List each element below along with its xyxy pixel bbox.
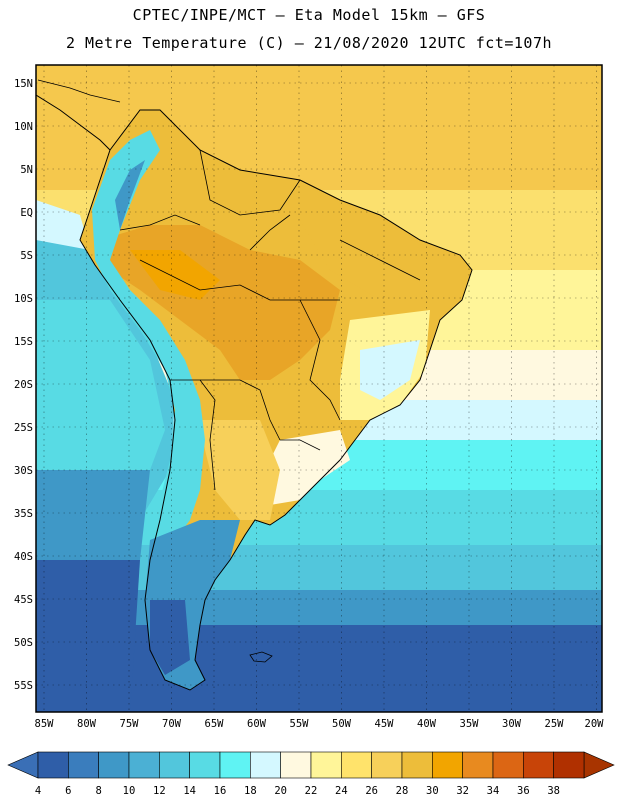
pacific-cold-region <box>36 470 150 560</box>
colorbar-swatch <box>189 751 221 779</box>
graticule <box>36 65 602 712</box>
country-borders <box>119 149 421 491</box>
colorbar: 4 6 8 10 12 14 16 18 20 22 24 26 28 30 32 34 36 38 <box>7 751 615 797</box>
amazon-hottest-core <box>130 250 220 300</box>
lon-label: 40W <box>417 718 437 730</box>
lon-label: 75W <box>120 718 140 730</box>
caribbean-coast <box>37 79 121 103</box>
colorbar-label: 16 <box>214 785 227 797</box>
lat-label: 30S <box>14 465 33 477</box>
lat-label: 10N <box>14 121 33 133</box>
equatorial-pacific-region <box>36 200 90 250</box>
longitude-axis: 85W 80W 75W 70W 65W 60W 55W 50W 45W 40W … <box>35 718 605 730</box>
lon-label: 85W <box>35 718 55 730</box>
colorbar-label: 18 <box>244 785 257 797</box>
southeast-cooler-region <box>360 340 420 400</box>
colorbar-label: 34 <box>487 785 500 797</box>
colorbar-label: 28 <box>396 785 409 797</box>
lon-label: 50W <box>332 718 352 730</box>
colorbar-label: 10 <box>123 785 136 797</box>
colorbar-label: 14 <box>183 785 196 797</box>
colorbar-swatch <box>159 751 190 779</box>
lat-label: 35S <box>14 508 33 520</box>
lat-label: 55S <box>14 680 33 692</box>
latitude-axis: 15N 10N 5N EQ 5S 10S 15S 20S 25S 30S 35S… <box>14 78 33 692</box>
colorbar-low-arrow <box>7 751 39 779</box>
lat-label: 15S <box>14 336 33 348</box>
lon-label: 55W <box>290 718 310 730</box>
colorbar-high-arrow <box>583 751 615 779</box>
lon-label: 20W <box>585 718 605 730</box>
lat-label: 20S <box>14 379 33 391</box>
colorbar-label: 6 <box>65 785 71 797</box>
lon-label: 25W <box>545 718 565 730</box>
pacific-cool-region-2 <box>36 300 165 470</box>
south-brazil-region <box>260 430 350 505</box>
lat-label: 45S <box>14 594 33 606</box>
colorbar-swatch <box>310 751 342 779</box>
lat-label: 15N <box>14 78 33 90</box>
northern-andes-coldest <box>115 160 145 230</box>
lat-label: 5S <box>20 250 33 262</box>
colorbar-swatch <box>341 751 372 779</box>
central-america-coast <box>36 94 111 151</box>
lat-label: 10S <box>14 293 33 305</box>
colorbar-label: 8 <box>96 785 102 797</box>
colorbar-swatch <box>280 751 312 779</box>
colorbar-swatch <box>492 751 524 779</box>
lat-label: 5N <box>20 164 33 176</box>
colorbar-swatch <box>128 751 160 779</box>
falkland-islands <box>249 651 273 663</box>
colorbar-swatch <box>462 751 494 779</box>
lon-label: 35W <box>460 718 480 730</box>
colorbar-label: 26 <box>365 785 378 797</box>
andes-cold-region <box>92 130 205 560</box>
colorbar-label: 20 <box>274 785 287 797</box>
lon-label: 45W <box>375 718 395 730</box>
northeast-warm-region <box>300 220 440 300</box>
colorbar-label: 24 <box>335 785 348 797</box>
colorbar-swatch <box>219 751 251 779</box>
colorbar-swatch <box>37 751 69 779</box>
colorbar-swatch <box>371 751 403 779</box>
colorbar-swatch <box>250 751 281 779</box>
colorbar-swatch <box>68 751 99 779</box>
colorbar-swatch <box>553 751 585 779</box>
colorbar-swatch <box>523 751 554 779</box>
lat-label: 25S <box>14 422 33 434</box>
lat-label: 50S <box>14 637 33 649</box>
colorbar-label: 38 <box>547 785 560 797</box>
lon-label: 80W <box>77 718 97 730</box>
coastline <box>79 109 473 691</box>
colorbar-label: 30 <box>426 785 439 797</box>
colorbar-labels: 4 6 8 10 12 14 16 18 20 22 24 26 28 30 32 34 36 38 <box>35 785 560 797</box>
colorbar-label: 12 <box>153 785 166 797</box>
lat-label: 40S <box>14 551 33 563</box>
lon-label: 70W <box>162 718 182 730</box>
colorbar-label: 32 <box>456 785 469 797</box>
temperature-field <box>36 65 602 712</box>
patagonia-coldest-region <box>150 600 190 675</box>
lon-label: 30W <box>502 718 522 730</box>
colorbar-swatch <box>432 751 463 779</box>
pacific-coldest-region <box>36 560 140 712</box>
colorbar-swatches <box>37 751 585 779</box>
colorbar-label: 22 <box>305 785 318 797</box>
lon-label: 60W <box>247 718 267 730</box>
colorbar-swatch <box>401 751 433 779</box>
colorbar-label: 4 <box>35 785 41 797</box>
map-title-line2: 2 Metre Temperature (C) – 21/08/2020 12U… <box>65 34 553 52</box>
map-title-line1: CPTEC/INPE/MCT – Eta Model 15km – GFS <box>132 6 486 24</box>
lat-label: EQ <box>20 207 33 219</box>
map-frame <box>35 64 603 713</box>
lon-label: 65W <box>205 718 225 730</box>
colorbar-swatch <box>98 751 130 779</box>
colorbar-label: 36 <box>517 785 530 797</box>
